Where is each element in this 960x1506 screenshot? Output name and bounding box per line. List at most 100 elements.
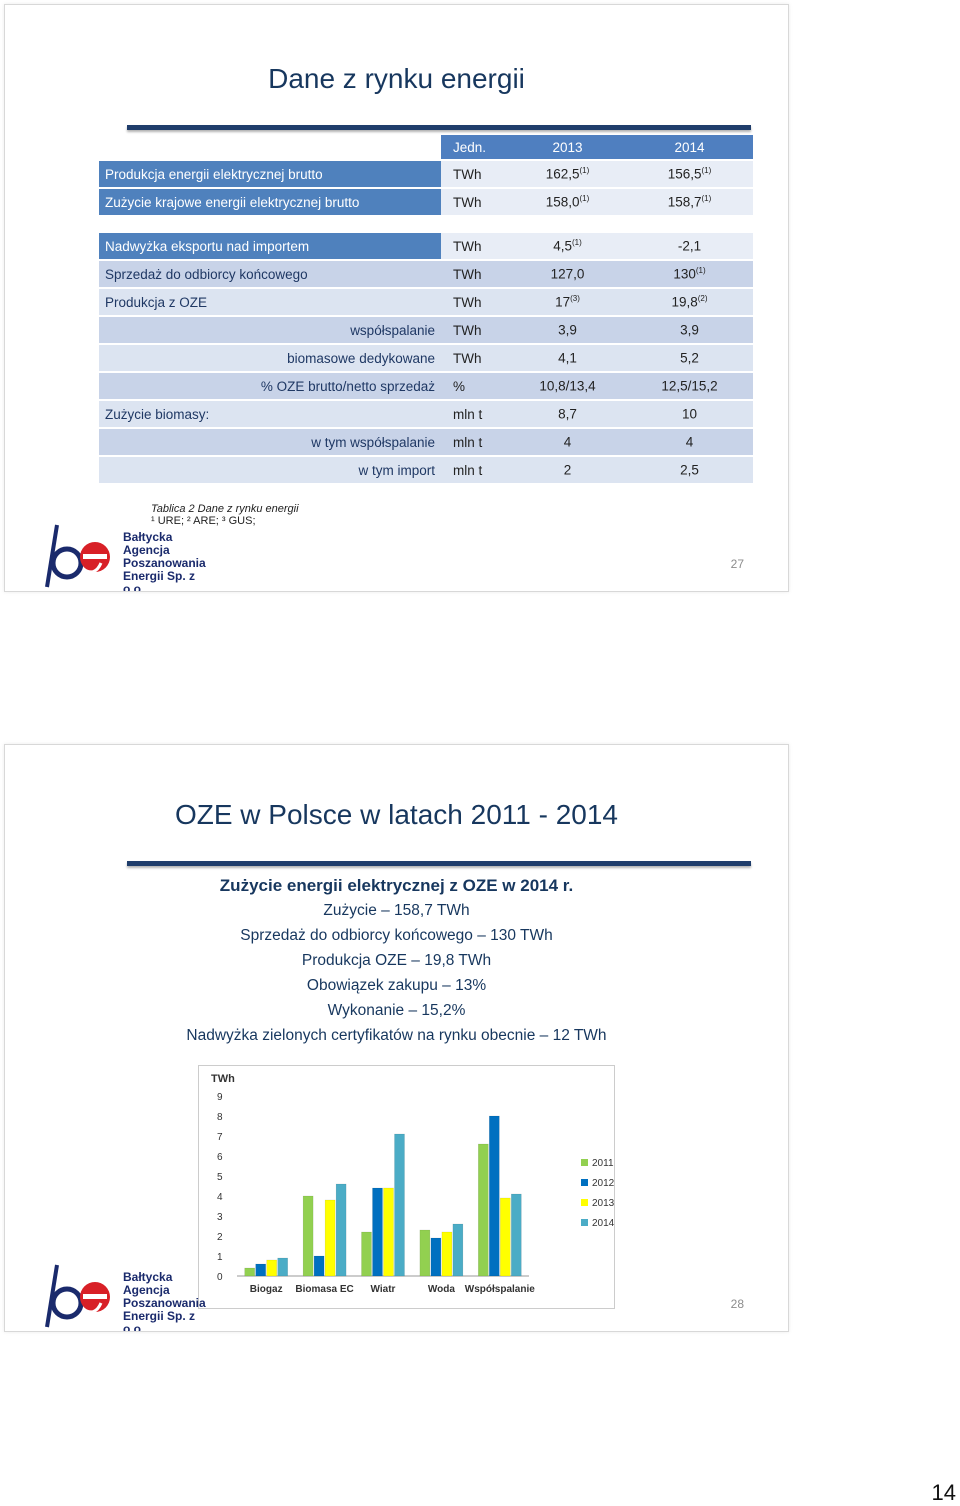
x-tick-label: Biomasa EC: [295, 1284, 353, 1295]
bar-2012-Biomasa EC: [313, 1255, 325, 1277]
row-unit: %: [441, 373, 509, 399]
table-row: % OZE brutto/netto sprzedaż% 10,8/13,4 12,…: [99, 373, 753, 399]
row-value-2014: 130(1): [626, 261, 753, 287]
bar-2013-Woda: [441, 1231, 453, 1277]
y-tick-label: 8: [217, 1112, 223, 1123]
x-tick-label: Wiatr: [371, 1284, 396, 1295]
footnote-ref: (1): [701, 194, 712, 204]
row-unit: TWh: [441, 317, 509, 343]
summary-line: Sprzedaż do odbiorcy końcowego – 130 TWh: [240, 927, 553, 944]
bar-2012-Wiatr: [372, 1187, 383, 1277]
bar-2014-Biogaz: [277, 1257, 288, 1277]
bar-2011-Biogaz: [244, 1267, 255, 1277]
row-unit: TWh: [441, 233, 509, 259]
table-row: Produkcja energii elektrycznej brutto TWh…: [99, 161, 753, 187]
slide-number: 28: [730, 1297, 744, 1311]
row-label: Nadwyżka eksportu nad importem: [99, 233, 441, 259]
y-tick-label: 5: [217, 1172, 223, 1183]
chart-svg: TWh 0 1 2 3 4 5 6 7 8 9 Biogaz Biomasa EC Wiatr Woda Ws…: [211, 1073, 615, 1295]
bar-2014-Woda: [452, 1223, 464, 1277]
table-header-row: Jedn. 2013 2014: [99, 135, 753, 159]
table-row: Produkcja z OZE TWh 17(3) 19,8(2): [99, 289, 753, 315]
legend-swatch: [581, 1159, 588, 1166]
caption-title: Tablica 2 Dane z rynku energii: [151, 503, 299, 515]
summary-line: Obowiązek zakupu – 13%: [306, 977, 487, 994]
bar-2014-Biomasa EC: [335, 1183, 347, 1277]
row-value-2013: 10,8/13,4: [509, 373, 626, 399]
table-row: Zużycie krajowe energii elektrycznej bru…: [99, 189, 753, 215]
legend-label: 2012: [592, 1178, 614, 1189]
row-value-2013: 8,7: [509, 401, 626, 427]
table-row: w tym import mln t 2 2,5: [99, 457, 753, 483]
bar-2011-Wiatr: [361, 1231, 372, 1277]
row-unit: TWh: [441, 289, 509, 315]
legend-label: 2014: [592, 1218, 614, 1229]
y-tick-label: 2: [217, 1232, 223, 1243]
x-tick-label: Woda: [428, 1284, 455, 1295]
bar-2013-Biomasa EC: [324, 1199, 336, 1277]
row-value-2013: 17(3): [509, 289, 626, 315]
logo-mark-icon: [45, 1264, 110, 1328]
row-value-2014: 3,9: [626, 317, 753, 343]
title-underline: [127, 125, 751, 130]
table-caption: Tablica 2 Dane z rynku energii ¹ URE; ² …: [151, 503, 299, 527]
bar-2014-Współspalanie: [511, 1193, 522, 1277]
caption-sources: ¹ URE; ² ARE; ³ GUS;: [151, 515, 256, 527]
bar-2014-Wiatr: [394, 1133, 405, 1277]
bar-2013-Współspalanie: [500, 1197, 511, 1277]
row-unit: TWh: [441, 189, 509, 215]
row-value-2014: 10: [626, 401, 753, 427]
row-value-2013: 4: [509, 429, 626, 455]
table-row: biomasowe dedykowane TWh 4,1 5,2: [99, 345, 753, 371]
row-value-2014: 2,5: [626, 457, 753, 483]
legend-swatch: [581, 1179, 588, 1186]
row-value-2013: 158,0(1): [509, 189, 626, 215]
row-unit: TWh: [441, 345, 509, 371]
bape-logo: Bałtycka Agencja Poszanowania Energii Sp…: [43, 521, 206, 591]
header-unit: Jedn.: [441, 135, 509, 159]
y-tick-label: 9: [217, 1092, 223, 1103]
row-label: biomasowe dedykowane: [99, 345, 441, 371]
row-unit: mln t: [441, 457, 509, 483]
bape-logo: Bałtycka Agencja Poszanowania Energii Sp…: [43, 1261, 206, 1331]
y-tick-label: 3: [217, 1212, 223, 1223]
row-label: Zużycie krajowe energii elektrycznej bru…: [99, 189, 441, 215]
row-value-2013: 127,0: [509, 261, 626, 287]
row-unit: TWh: [441, 261, 509, 287]
table-row: Zużycie biomasy: mln t 8,7 10: [99, 401, 753, 427]
y-tick-label: 6: [217, 1152, 223, 1163]
row-label: % OZE brutto/netto sprzedaż: [99, 373, 441, 399]
footnote-ref: (2): [697, 294, 708, 304]
row-label: współspalanie: [99, 317, 441, 343]
row-value-2014: 12,5/15,2: [626, 373, 753, 399]
bar-2011-Współspalanie: [478, 1143, 489, 1277]
summary-heading: Zużycie energii elektrycznej z OZE w 201…: [219, 876, 574, 895]
y-tick-label: 4: [217, 1192, 223, 1203]
row-value-2014: 19,8(2): [626, 289, 753, 315]
row-value-2013: 4,1: [509, 345, 626, 371]
bar-2012-Biogaz: [255, 1263, 266, 1277]
bar-2011-Biomasa EC: [302, 1195, 314, 1277]
header-blank: [99, 135, 441, 159]
summary-line: Zużycie – 158,7 TWh: [323, 902, 470, 919]
bar-2013-Wiatr: [383, 1187, 394, 1277]
slide-number: 27: [730, 557, 744, 571]
summary-line: Wykonanie – 15,2%: [327, 1002, 466, 1019]
row-label: Sprzedaż do odbiorcy końcowego: [99, 261, 441, 287]
row-value-2014: -2,1: [626, 233, 753, 259]
footnote-ref: (1): [572, 238, 582, 248]
oze-bar-chart: TWh 0 1 2 3 4 5 6 7 8 9 Biogaz Biomasa EC Wiatr Woda Ws…: [198, 1065, 615, 1309]
row-label: Produkcja z OZE: [99, 289, 441, 315]
oze-summary: Zużycie energii elektrycznej z OZE w 201…: [5, 873, 788, 1048]
energy-data-table: Jedn. 2013 2014 Produkcja energii elektrycz…: [99, 133, 753, 485]
slide-27: Dane z rynku energii Jedn. 2013 2014 Produk…: [4, 4, 789, 592]
title-underline: [127, 861, 751, 866]
row-label: w tym współspalanie: [99, 429, 441, 455]
legend-swatch: [581, 1199, 588, 1206]
row-label: Produkcja energii elektrycznej brutto: [99, 161, 441, 187]
table-row: Nadwyżka eksportu nad importem TWh 4,5(1) -…: [99, 233, 753, 259]
bar-2011-Woda: [419, 1229, 431, 1277]
row-label: w tym import: [99, 457, 441, 483]
legend-swatch: [581, 1219, 588, 1226]
